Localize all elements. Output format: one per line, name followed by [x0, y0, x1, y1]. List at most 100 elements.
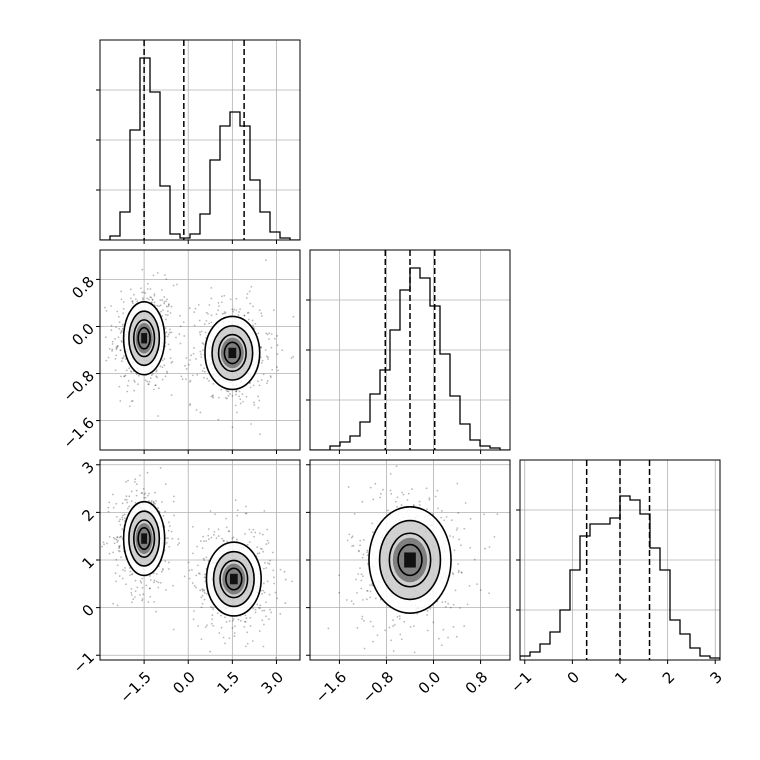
- scatter-point: [188, 307, 191, 310]
- scatter-point: [363, 647, 366, 650]
- scatter-point: [369, 620, 372, 623]
- scatter-point: [403, 620, 406, 623]
- scatter-point: [371, 584, 374, 587]
- scatter-point: [269, 559, 271, 562]
- scatter-point: [259, 604, 262, 607]
- scatter-point: [124, 498, 127, 501]
- scatter-point: [183, 575, 186, 578]
- scatter-point: [389, 663, 391, 665]
- scatter-point: [252, 528, 255, 531]
- scatter-point: [170, 305, 173, 308]
- scatter-point: [456, 527, 459, 530]
- scatter-point: [155, 573, 158, 575]
- scatter-point: [105, 309, 108, 312]
- scatter-point: [208, 322, 210, 325]
- scatter-point: [108, 552, 111, 555]
- scatter-point: [409, 625, 412, 628]
- scatter-point: [147, 601, 150, 603]
- scatter-point: [271, 551, 274, 554]
- scatter-point: [152, 274, 155, 277]
- scatter-point: [241, 393, 244, 396]
- density-contour: [132, 319, 156, 358]
- scatter-point: [356, 626, 359, 629]
- scatter-point: [203, 376, 206, 379]
- scatter-point: [142, 298, 144, 301]
- scatter-point: [488, 592, 490, 595]
- scatter-point: [115, 502, 118, 505]
- scatter-point: [399, 633, 402, 636]
- scatter-point: [154, 384, 157, 387]
- scatter-point: [162, 515, 165, 517]
- scatter-point: [116, 536, 119, 539]
- scatter-point: [119, 349, 122, 352]
- scatter-point: [114, 357, 117, 360]
- scatter-point: [264, 561, 266, 564]
- scatter-point: [389, 489, 392, 492]
- density-contour: [122, 500, 166, 577]
- scatter-point: [133, 379, 136, 382]
- scatter-point: [201, 342, 204, 344]
- scatter-point: [235, 309, 238, 312]
- scatter-point: [437, 507, 439, 510]
- scatter-point: [203, 367, 206, 370]
- scatter-point: [155, 369, 158, 371]
- scatter-point: [452, 573, 455, 576]
- scatter-point: [143, 493, 146, 496]
- scatter-point: [176, 283, 178, 286]
- density-contour: [204, 315, 261, 391]
- scatter-point: [432, 621, 435, 624]
- panel-scatter-z-vs-x: −1.5 0.0 1.5 3.0 −1 0 1 2 3: [70, 458, 301, 707]
- scatter-point: [145, 584, 148, 587]
- scatter-point: [164, 313, 167, 316]
- scatter-point: [119, 349, 122, 352]
- scatter-point: [279, 612, 282, 615]
- scatter-point: [221, 456, 223, 458]
- scatter-point: [153, 581, 155, 584]
- scatter-point: [363, 619, 365, 622]
- scatter-point: [119, 400, 122, 402]
- scatter-point: [224, 396, 227, 399]
- density-contour: [132, 519, 156, 558]
- scatter-point: [275, 657, 277, 659]
- scatter-point: [142, 593, 145, 596]
- scatter-point: [217, 302, 220, 304]
- scatter-point: [239, 619, 242, 622]
- scatter-point: [202, 588, 205, 591]
- scatter-point: [177, 538, 180, 540]
- scatter-point: [359, 544, 362, 547]
- scatter-point: [170, 530, 173, 533]
- scatter-point: [149, 296, 152, 299]
- scatter-point: [195, 358, 197, 360]
- scatter-point: [154, 491, 156, 494]
- scatter-point: [225, 621, 228, 623]
- scatter-point: [254, 531, 257, 534]
- scatter-point: [249, 616, 252, 619]
- scatter-point: [372, 531, 374, 534]
- scatter-point: [442, 628, 445, 631]
- scatter-point: [144, 496, 147, 499]
- scatter-point: [165, 300, 167, 303]
- scatter-point: [159, 365, 162, 368]
- scatter-point: [483, 513, 486, 516]
- scatter-point: [191, 525, 194, 528]
- scatter-point: [118, 536, 121, 539]
- scatter-point: [249, 625, 252, 627]
- scatter-point: [169, 348, 172, 351]
- scatter-point: [191, 568, 193, 571]
- scatter-point: [206, 377, 209, 380]
- scatter-point: [119, 535, 122, 538]
- scatter-point: [165, 278, 168, 281]
- scatter-point: [121, 528, 124, 530]
- scatter-point: [352, 603, 355, 605]
- scatter-point: [267, 358, 270, 360]
- scatter-point: [257, 380, 259, 383]
- scatter-point: [400, 638, 403, 641]
- scatter-point: [458, 538, 461, 541]
- scatter-point: [245, 512, 248, 515]
- scatter-point: [360, 579, 363, 582]
- scatter-point: [120, 360, 123, 363]
- scatter-point: [112, 506, 115, 509]
- scatter-point: [152, 388, 155, 391]
- scatter-point: [120, 451, 122, 453]
- scatter-point: [200, 606, 203, 609]
